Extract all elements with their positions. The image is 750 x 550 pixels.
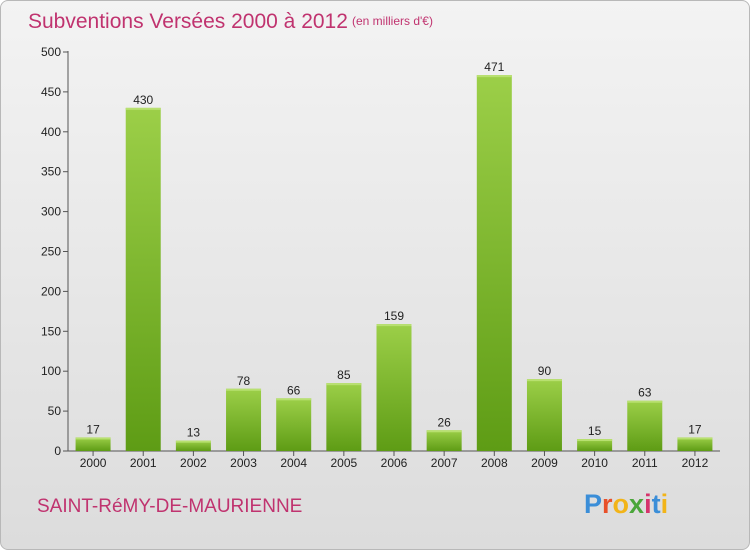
bar-highlight [326,383,362,386]
bar-2000[interactable] [75,437,111,451]
bar-highlight [226,388,262,391]
logo-letter: r [602,489,613,519]
data-label: 17 [86,422,100,436]
data-label: 471 [484,60,504,74]
logo-letter: t [651,489,661,519]
data-label: 63 [638,386,652,400]
chart-data-labels: 17 430 13 78 66 85 159 26 471 90 15 63 17 [86,60,702,439]
y-tick-label: 50 [48,404,62,418]
y-tick-label: 200 [41,284,61,298]
bar-highlight [376,324,412,327]
bar-2008[interactable] [476,75,512,451]
bar-highlight [75,437,111,440]
x-tick-label: 2001 [130,456,157,470]
y-tick-label: 250 [41,245,61,259]
logo-letter: i [644,489,652,519]
commune-name: SAINT-RéMY-DE-MAURIENNE [37,496,303,517]
bar-highlight [125,107,161,110]
y-tick-label: 100 [41,364,61,378]
bar-2003[interactable] [226,388,262,451]
y-tick-label: 350 [41,165,61,179]
bar-highlight [175,440,211,443]
logo-letter: i [660,489,669,519]
logo-letter: P [584,489,603,519]
x-tick-label: 2009 [531,456,558,470]
bar-highlight [276,398,312,401]
x-tick-label: 2000 [80,456,107,470]
x-tick-label: 2003 [230,456,257,470]
bar-2011[interactable] [627,400,663,451]
x-tick-label: 2007 [431,456,458,470]
x-tick-label: 2010 [581,456,608,470]
y-tick-label: 400 [41,125,61,139]
bar-2012[interactable] [677,437,713,451]
x-tick-label: 2011 [632,456,658,470]
bar-2001[interactable] [125,107,161,452]
bar-2002[interactable] [175,440,211,451]
bar-2004[interactable] [276,398,312,451]
proxiti-logo[interactable]: Proxiti [584,489,668,520]
data-label: 78 [237,374,251,388]
data-label: 430 [133,93,153,107]
y-tick-label: 500 [41,45,61,59]
data-label: 26 [437,415,451,429]
y-tick-label: 150 [41,324,61,338]
data-label: 159 [384,309,404,323]
bar-2010[interactable] [577,439,613,451]
bar-2005[interactable] [326,383,362,451]
data-label: 90 [538,364,552,378]
x-tick-label: 2004 [280,456,307,470]
x-tick-label: 2005 [330,456,357,470]
bar-2009[interactable] [526,379,562,451]
bar-2007[interactable] [426,430,462,451]
chart-unit: (en milliers d'€) [352,14,433,28]
bar-highlight [526,379,562,382]
logo-letter: o [612,489,630,519]
data-label: 15 [588,424,602,438]
y-tick-label: 450 [41,85,61,99]
bar-highlight [426,430,462,433]
bar-highlight [577,439,613,442]
data-label: 85 [337,368,351,382]
x-tick-label: 2012 [682,456,709,470]
x-tick-label: 2002 [180,456,207,470]
y-tick-label: 0 [54,444,61,458]
bar-highlight [476,75,512,78]
chart-bars [75,75,713,452]
bar-highlight [627,400,663,403]
bar-2006[interactable] [376,324,412,451]
logo-letter: x [629,489,645,519]
x-tick-label: 2006 [381,456,408,470]
chart-title: Subventions Versées 2000 à 2012 [28,10,348,33]
data-label: 17 [688,422,702,436]
data-label: 66 [287,383,301,397]
y-tick-label: 300 [41,205,61,219]
x-tick-label: 2008 [481,456,508,470]
bar-highlight [677,437,713,440]
data-label: 13 [187,426,201,440]
